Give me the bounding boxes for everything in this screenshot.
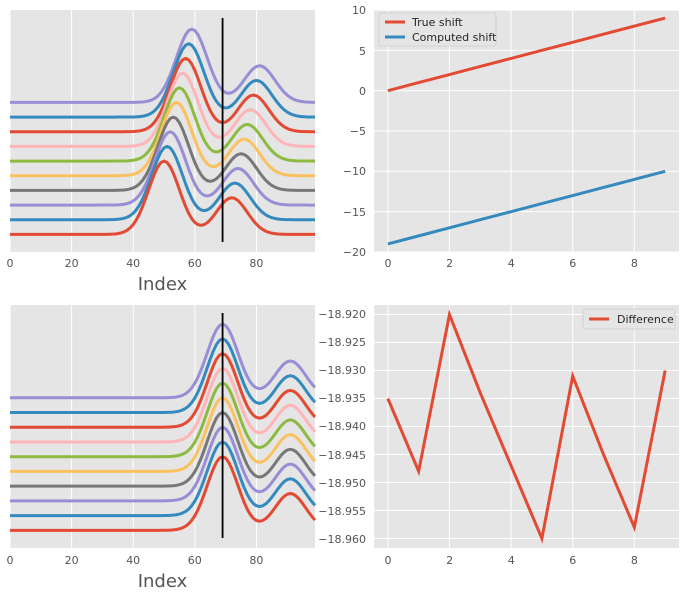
trace-2 — [10, 425, 317, 503]
trace-9 — [10, 322, 317, 400]
tick-label: 40 — [126, 257, 140, 270]
tick-label: 20 — [65, 257, 79, 270]
tick-label: 2 — [446, 257, 453, 270]
plot-top-right-yticks: 10 5 0 −5 −10 −15 −20 — [343, 4, 366, 259]
tick-label: −18.940 — [318, 420, 366, 433]
plot-bottom-right-yticks: −18.920 −18.925 −18.930 −18.935 −18.940 … — [318, 308, 366, 546]
plot-bottom-right-xticks: 0 2 4 6 8 — [385, 554, 638, 567]
x-axis-label: Index — [138, 571, 188, 592]
series-line-computed-shift — [387, 169, 666, 246]
tick-label: 60 — [188, 257, 202, 270]
trace-1 — [10, 144, 315, 222]
tick-label: −20 — [343, 246, 366, 259]
tick-label: 6 — [569, 257, 576, 270]
tick-label: 4 — [508, 554, 515, 567]
tick-label: 80 — [249, 554, 263, 567]
tick-label: 40 — [126, 554, 140, 567]
legend: True shift Computed shift — [378, 12, 497, 47]
tick-label: −18.945 — [318, 449, 366, 462]
tick-label: 20 — [65, 554, 79, 567]
trace-3 — [10, 115, 315, 192]
tick-label: −5 — [350, 125, 366, 138]
legend-label-difference: Difference — [617, 313, 674, 326]
tick-label: −18.920 — [318, 308, 366, 321]
tick-label: 8 — [631, 257, 638, 270]
tick-label: −10 — [343, 165, 366, 178]
series-line-true-shift — [387, 16, 666, 93]
legend-frame — [582, 308, 676, 330]
plot-top-left-traces — [10, 18, 316, 242]
trace-4 — [10, 100, 315, 178]
legend-frame — [378, 12, 497, 47]
plot-top-right-grid — [374, 9, 679, 253]
tick-label: 8 — [631, 554, 638, 567]
trace-8 — [10, 337, 317, 415]
trace-5 — [10, 86, 315, 163]
tick-label: −18.955 — [318, 505, 366, 518]
tick-label: 0 — [7, 257, 14, 270]
tick-label: 6 — [569, 554, 576, 567]
tick-label: −18.935 — [318, 392, 366, 405]
tick-label: 80 — [249, 257, 263, 270]
tick-label: 0 — [7, 554, 14, 567]
trace-1 — [10, 440, 317, 518]
series-line-difference — [386, 309, 667, 544]
trace-5 — [10, 381, 317, 459]
tick-label: −15 — [343, 206, 366, 219]
trace-7 — [10, 56, 316, 134]
legend-label-computed-shift: Computed shift — [412, 31, 497, 44]
tick-label: 5 — [359, 45, 366, 58]
legend-label-true-shift: True shift — [411, 16, 463, 29]
plot-top-left: 0 20 40 60 80 Index — [7, 10, 316, 295]
trace-4 — [10, 396, 317, 473]
legend: Difference — [582, 308, 676, 330]
plot-bottom-left-traces — [10, 313, 317, 538]
plot-top-left-xticks: 0 20 40 60 80 — [7, 257, 264, 270]
tick-label: 60 — [188, 554, 202, 567]
tick-label: 0 — [359, 85, 366, 98]
tick-label: −18.950 — [318, 477, 366, 490]
plot-top-right-xticks: 0 2 4 6 8 — [385, 257, 638, 270]
trace-9 — [10, 27, 316, 104]
tick-label: 4 — [508, 257, 515, 270]
tick-label: −18.925 — [318, 336, 366, 349]
plot-top-right-series — [387, 16, 666, 246]
tick-label: −18.930 — [318, 364, 366, 377]
x-axis-label: Index — [138, 274, 188, 295]
trace-2 — [10, 130, 315, 207]
trace-6 — [10, 366, 317, 444]
plot-top-right: 0 2 4 6 8 10 5 0 −5 −10 −15 −20 True shi… — [343, 4, 679, 270]
tick-label: 0 — [385, 554, 392, 567]
plot-bottom-left: 0 20 40 60 80 Index — [7, 305, 317, 592]
trace-3 — [10, 411, 317, 488]
tick-label: −18.960 — [318, 533, 366, 546]
plot-bottom-right-grid — [374, 305, 679, 548]
trace-7 — [10, 352, 317, 429]
tick-label: 0 — [385, 257, 392, 270]
plot-bottom-right-series — [386, 309, 667, 544]
trace-6 — [10, 71, 315, 148]
tick-label: 2 — [446, 554, 453, 567]
tick-label: 10 — [352, 4, 366, 17]
plot-bottom-left-xticks: 0 20 40 60 80 — [7, 554, 264, 567]
plot-bottom-right: 0 2 4 6 8 −18.920 −18.925 −18.930 −18.93… — [318, 305, 679, 567]
trace-0 — [10, 455, 317, 532]
trace-0 — [10, 159, 315, 236]
trace-8 — [10, 42, 316, 119]
